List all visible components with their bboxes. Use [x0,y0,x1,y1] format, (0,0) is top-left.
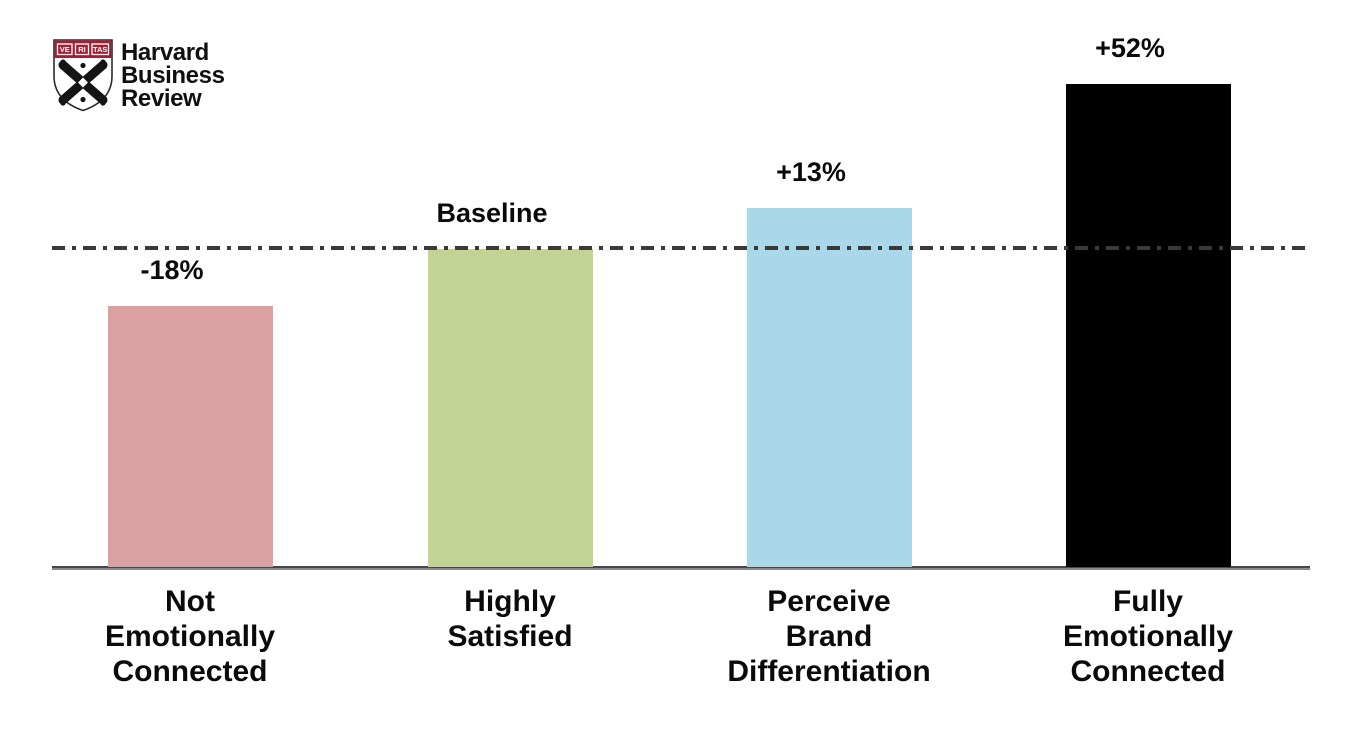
baseline-dash-dot-line [52,246,1306,250]
hbr-wordmark: Harvard Business Review [121,39,225,112]
wordmark-line-2: Business [121,62,225,89]
bar-not-emotionally-connected [107,306,273,567]
category-label-line: Highly [464,585,556,618]
value-label-fully-emotionally-connected: +52% [1095,33,1165,63]
value-label-highly-satisfied: Baseline [436,198,548,228]
x-axis-line [52,566,1310,570]
bar-fully-emotionally-connected [1065,84,1231,567]
motto-ve: VE [60,45,70,54]
category-label-line: Emotionally [1062,620,1234,653]
category-label-line: Perceive [767,585,891,618]
hbr-shield-icon: VE RI TAS [53,39,113,112]
bar-perceive-brand-differentiation [746,208,912,567]
motto-ri: RI [78,45,86,54]
motto-tas: TAS [93,45,107,54]
wordmark-line-1: Harvard [121,39,209,66]
category-label-line: Emotionally [104,620,276,653]
category-label-line: Brand [785,620,873,653]
value-label-perceive-brand-differentiation: +13% [776,157,846,187]
value-label-not-emotionally-connected: -18% [140,255,204,285]
bar-highly-satisfied [427,249,593,567]
category-label-line: Connected [1070,655,1226,688]
category-label-line: Not [165,585,215,618]
category-label-perceive-brand-differentiation: Perceive Brand Differentiation [727,584,930,689]
category-label-highly-satisfied: Highly Satisfied [447,584,572,654]
category-label-fully-emotionally-connected: Fully Emotionally Connected [1063,584,1233,689]
category-label-not-emotionally-connected: Not Emotionally Connected [105,584,275,689]
category-label-line: Fully [1112,585,1183,618]
hbr-logo: VE RI TAS Harvard Business Review [52,38,225,113]
category-label-line: Differentiation [727,655,931,688]
wordmark-line-3: Review [121,85,202,112]
category-label-line: Satisfied [447,620,573,653]
category-label-line: Connected [112,655,268,688]
